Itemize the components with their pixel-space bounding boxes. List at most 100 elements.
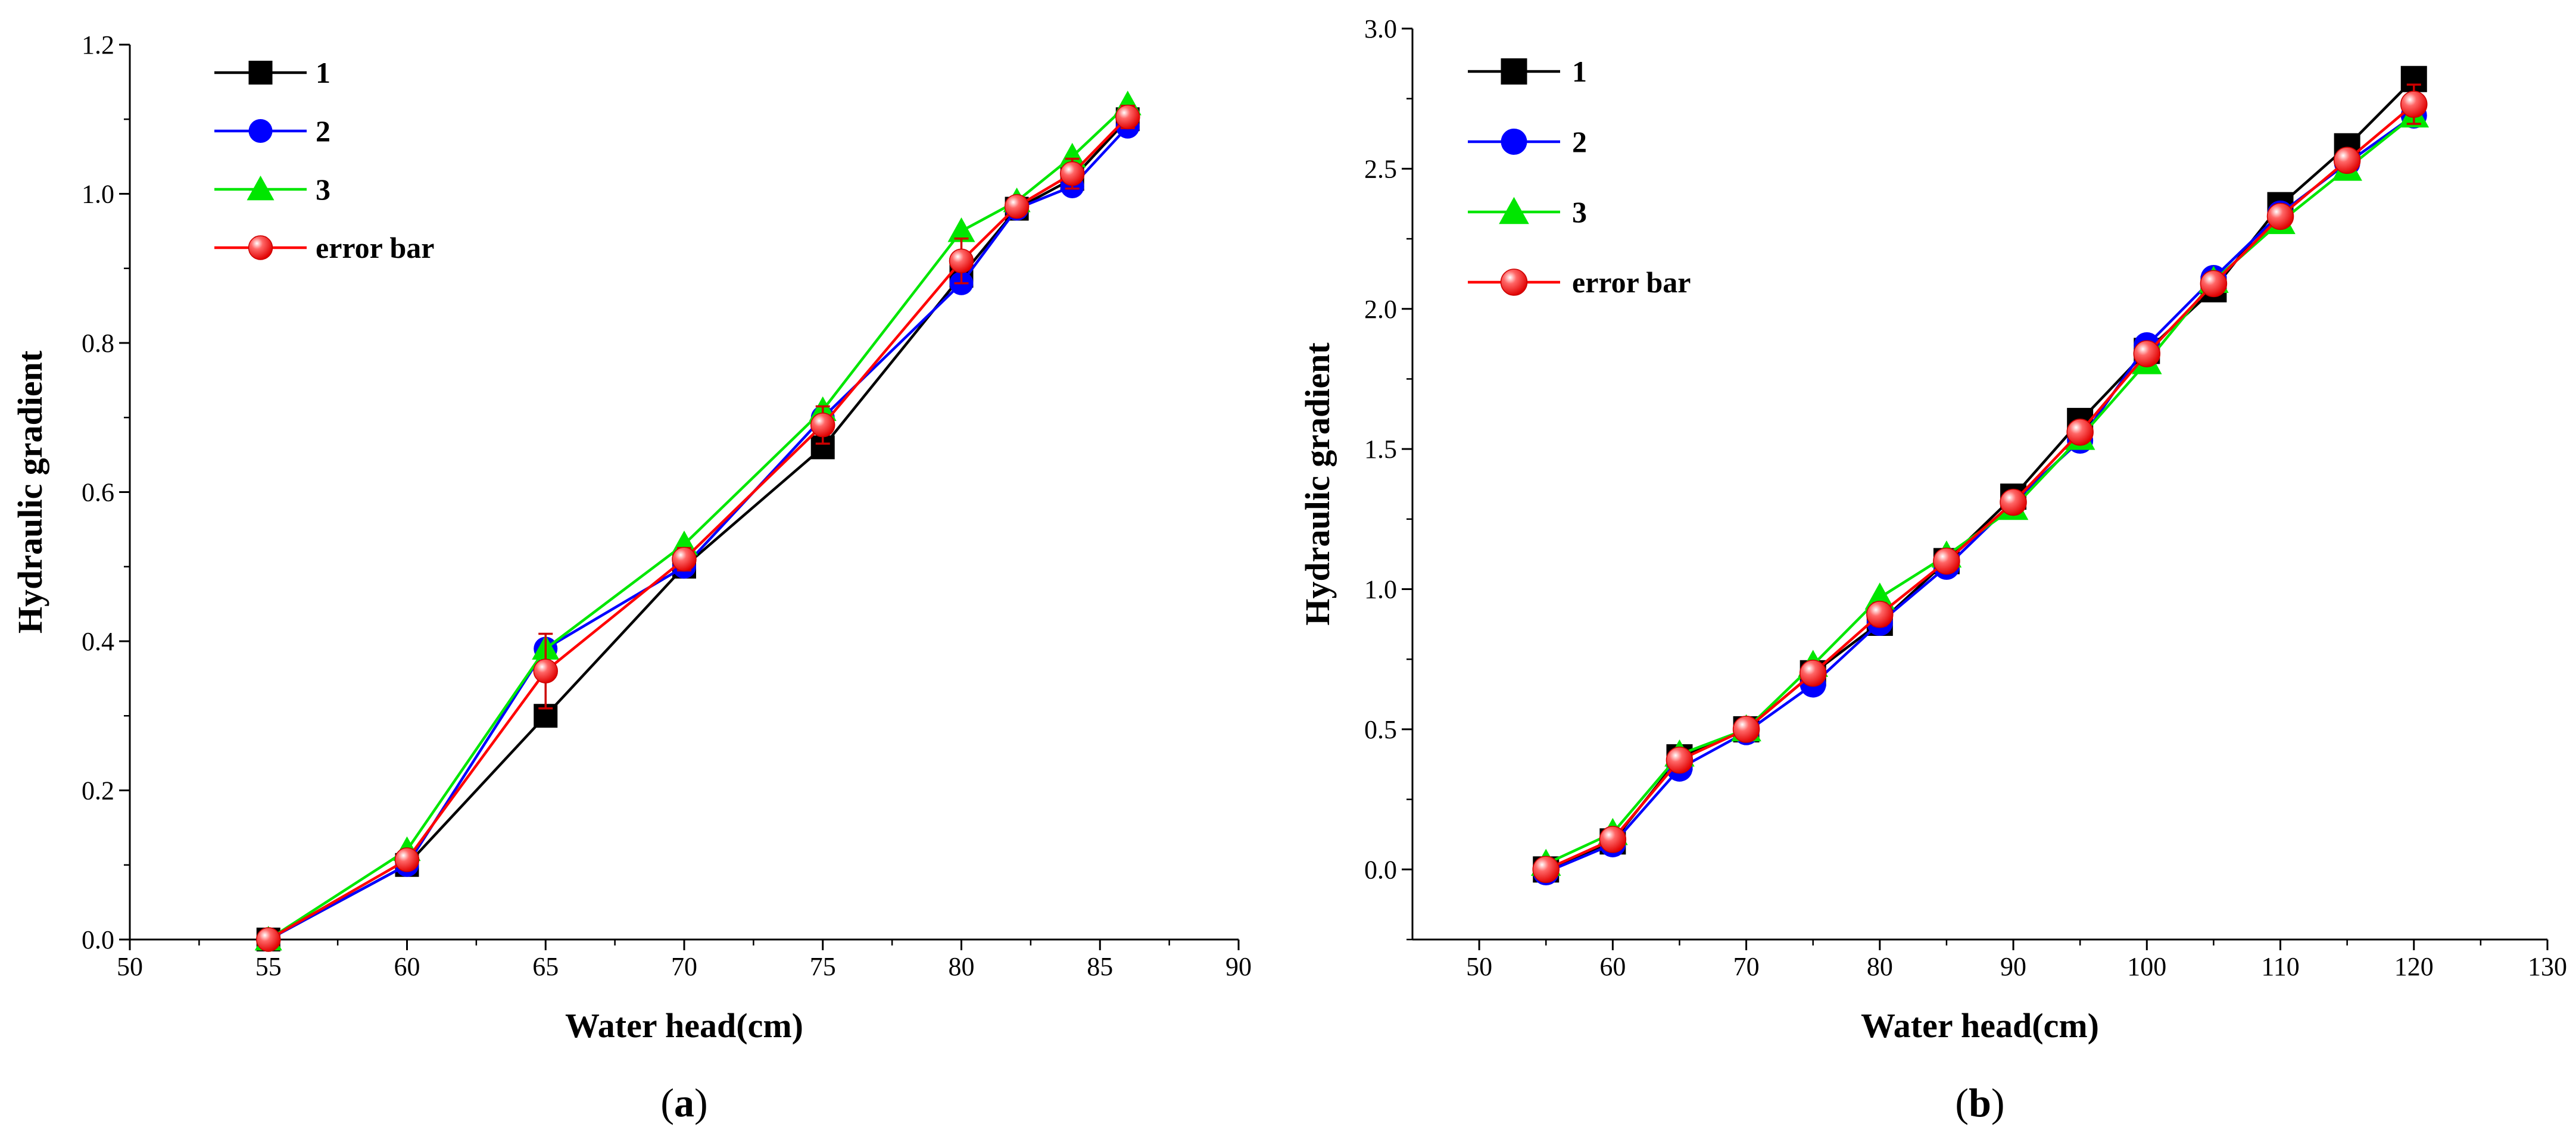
x-tick-label: 55 [255, 952, 282, 981]
legend-marker [248, 119, 273, 143]
data-point [672, 547, 697, 572]
y-tick-label: 0.5 [1364, 715, 1397, 744]
legend-label: error bar [1572, 266, 1691, 299]
legend-item: 1 [214, 56, 330, 89]
legend-item: error bar [1468, 266, 1691, 299]
data-point [1666, 746, 1694, 774]
y-axis-title: Hydraulic gradient [11, 350, 49, 633]
legend-label: 3 [1572, 195, 1587, 229]
x-tick-label: 60 [1599, 952, 1626, 981]
x-tick-label: 65 [532, 952, 559, 981]
y-tick-label: 1.2 [82, 30, 114, 60]
data-point [2066, 419, 2094, 446]
legend-marker [248, 61, 273, 85]
data-point [2000, 488, 2027, 516]
data-point [947, 217, 975, 242]
chart-panel-a: 50 55 60 65 70 75 80 85 90 0.0 0.2 0.4 0.6 0.8 1.0 1.2 W… [11, 30, 1252, 1125]
data-point [1059, 161, 1085, 186]
y-tick-label: 0.4 [82, 627, 114, 656]
x-tick-label: 100 [2127, 952, 2166, 981]
x-tick-label: 50 [1466, 952, 1492, 981]
data-point [1004, 194, 1030, 219]
legend-label: error bar [316, 231, 434, 264]
x-tick-label: 90 [2000, 952, 2026, 981]
data-point [256, 927, 281, 952]
legend-label: 2 [316, 114, 330, 148]
data-point [2333, 146, 2361, 174]
data-point [949, 248, 974, 273]
x-tick-label: 85 [1087, 952, 1113, 981]
panel-label-letter: b [1969, 1080, 1991, 1125]
y-tick-label: 0.8 [82, 329, 114, 358]
data-point [1599, 826, 1627, 853]
legend-item: 2 [1468, 125, 1587, 158]
chart-panel-b: 50 60 70 80 90 100 110 120 130 0.0 0.5 1.0 1.5 2.0 2.5… [1298, 14, 2567, 1125]
data-point [1058, 142, 1086, 168]
data-point [2400, 90, 2428, 118]
y-axis-title: Hydraulic gradient [1298, 342, 1337, 626]
data-point [1866, 601, 1894, 628]
y-tick-label: 3.0 [1364, 14, 1397, 43]
legend-label: 2 [1572, 125, 1587, 158]
x-axis-title: Water head(cm) [1861, 1006, 2099, 1045]
legend-label: 1 [1572, 55, 1587, 88]
x-tick-label: 60 [394, 952, 420, 981]
data-point [1115, 104, 1140, 130]
data-point [1732, 716, 1760, 743]
x-axis-title: Water head(cm) [565, 1006, 803, 1045]
legend-item: 3 [1468, 195, 1587, 229]
legend-marker [247, 176, 275, 201]
legend-item: 1 [1468, 55, 1587, 88]
panel-label-open: ( [1955, 1080, 1969, 1125]
panel-label-letter: a [674, 1080, 694, 1125]
panel-label-close: ) [1991, 1080, 2005, 1125]
x-tick-label: 75 [810, 952, 836, 981]
data-point [1532, 856, 1560, 884]
y-tick-label: 0.2 [82, 776, 114, 806]
series-error-bar [256, 104, 1140, 952]
data-point [1799, 660, 1827, 687]
legend-marker [248, 235, 273, 260]
data-point [810, 413, 835, 438]
x-tick-label: 70 [671, 952, 697, 981]
y-tick-label: 2.5 [1364, 154, 1397, 183]
data-point [533, 658, 558, 684]
x-tick-label: 80 [949, 952, 975, 981]
series-error-bar [1532, 83, 2428, 884]
legend-marker [1500, 269, 1528, 296]
legend-marker [1501, 129, 1527, 155]
y-tick-label: 1.5 [1364, 435, 1397, 464]
y-tick-label: 0.0 [82, 925, 114, 954]
panel-label-close: ) [694, 1080, 708, 1125]
x-tick-label: 50 [117, 952, 143, 981]
data-point [1864, 582, 1895, 610]
legend-item: 2 [214, 114, 330, 148]
legend-item: 3 [214, 173, 330, 206]
y-tick-label: 0.6 [82, 478, 114, 507]
y-tick-label: 2.0 [1364, 295, 1397, 324]
panel-label: (b) [1955, 1080, 2004, 1125]
x-tick-label: 90 [1225, 952, 1252, 981]
x-tick-label: 120 [2394, 952, 2434, 981]
data-point [2200, 270, 2228, 298]
y-tick-label: 0.0 [1364, 855, 1397, 884]
y-tick-label: 1.0 [82, 180, 114, 209]
x-tick-label: 130 [2528, 952, 2567, 981]
data-point [394, 847, 420, 872]
data-point [2266, 202, 2294, 230]
data-point [2133, 340, 2161, 367]
x-tick-label: 70 [1733, 952, 1760, 981]
legend-label: 3 [316, 173, 330, 206]
legend-marker [1499, 196, 1529, 224]
panel-label-open: ( [660, 1080, 674, 1125]
data-point [1933, 547, 1960, 575]
x-tick-label: 110 [2261, 952, 2299, 981]
panel-label: (a) [660, 1080, 707, 1125]
legend-label: 1 [316, 56, 330, 89]
legend-item: error bar [214, 231, 434, 264]
x-tick-label: 80 [1867, 952, 1893, 981]
y-tick-label: 1.0 [1364, 575, 1397, 604]
legend-marker [1501, 58, 1527, 85]
